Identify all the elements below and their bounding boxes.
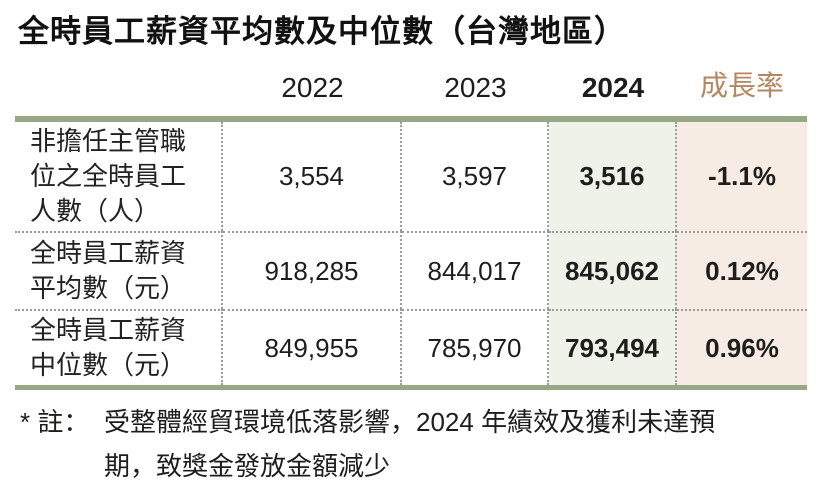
footnote-text: 受整體經貿環境低落影響，2024 年績效及獲利未達預 期，致獎金發放金額減少 <box>104 407 716 482</box>
value-2022-salary-mean: 918,285 <box>223 231 402 310</box>
report-page: 全時員工薪資平均數及中位數（台灣地區） 2022 2023 2024 成長率 非… <box>15 14 807 488</box>
row-label-salary-mean: 全時員工薪資 平均數（元） <box>15 231 223 310</box>
value-2024-salary-mean: 845,062 <box>549 231 677 310</box>
footnote-marker: * 註： <box>20 407 90 438</box>
header-2024: 2024 <box>581 72 645 104</box>
table-header-row: 2022 2023 2024 成長率 <box>15 52 807 116</box>
value-2022-salary-median: 849,955 <box>223 309 402 386</box>
header-2022: 2022 <box>281 72 344 104</box>
value-2023-salary-median: 785,970 <box>402 309 549 386</box>
value-2024-salary-median: 793,494 <box>549 309 677 386</box>
footnote: * 註： 受整體經貿環境低落影響，2024 年績效及獲利未達預 期，致獎金發放金… <box>15 400 807 488</box>
value-2022-employee-count: 3,554 <box>223 122 402 232</box>
value-2023-salary-mean: 844,017 <box>402 231 549 310</box>
value-2024-employee-count: 3,516 <box>549 122 677 232</box>
growth-rate-salary-mean: 0.12% <box>677 231 807 310</box>
value-2023-employee-count: 3,597 <box>402 122 549 232</box>
header-spacer <box>15 104 223 116</box>
header-growth-rate: 成長率 <box>699 70 784 102</box>
growth-rate-salary-median: 0.96% <box>677 309 807 386</box>
salary-table: 非擔任主管職 位之全時員工 人數（人） 3,554 3,597 3,516 -1… <box>15 116 807 391</box>
header-2023: 2023 <box>444 72 507 104</box>
row-label-employee-count: 非擔任主管職 位之全時員工 人數（人） <box>15 122 223 232</box>
growth-rate-employee-count: -1.1% <box>677 122 807 232</box>
row-label-salary-median: 全時員工薪資 中位數（元） <box>15 309 223 386</box>
page-title: 全時員工薪資平均數及中位數（台灣地區） <box>18 14 626 49</box>
